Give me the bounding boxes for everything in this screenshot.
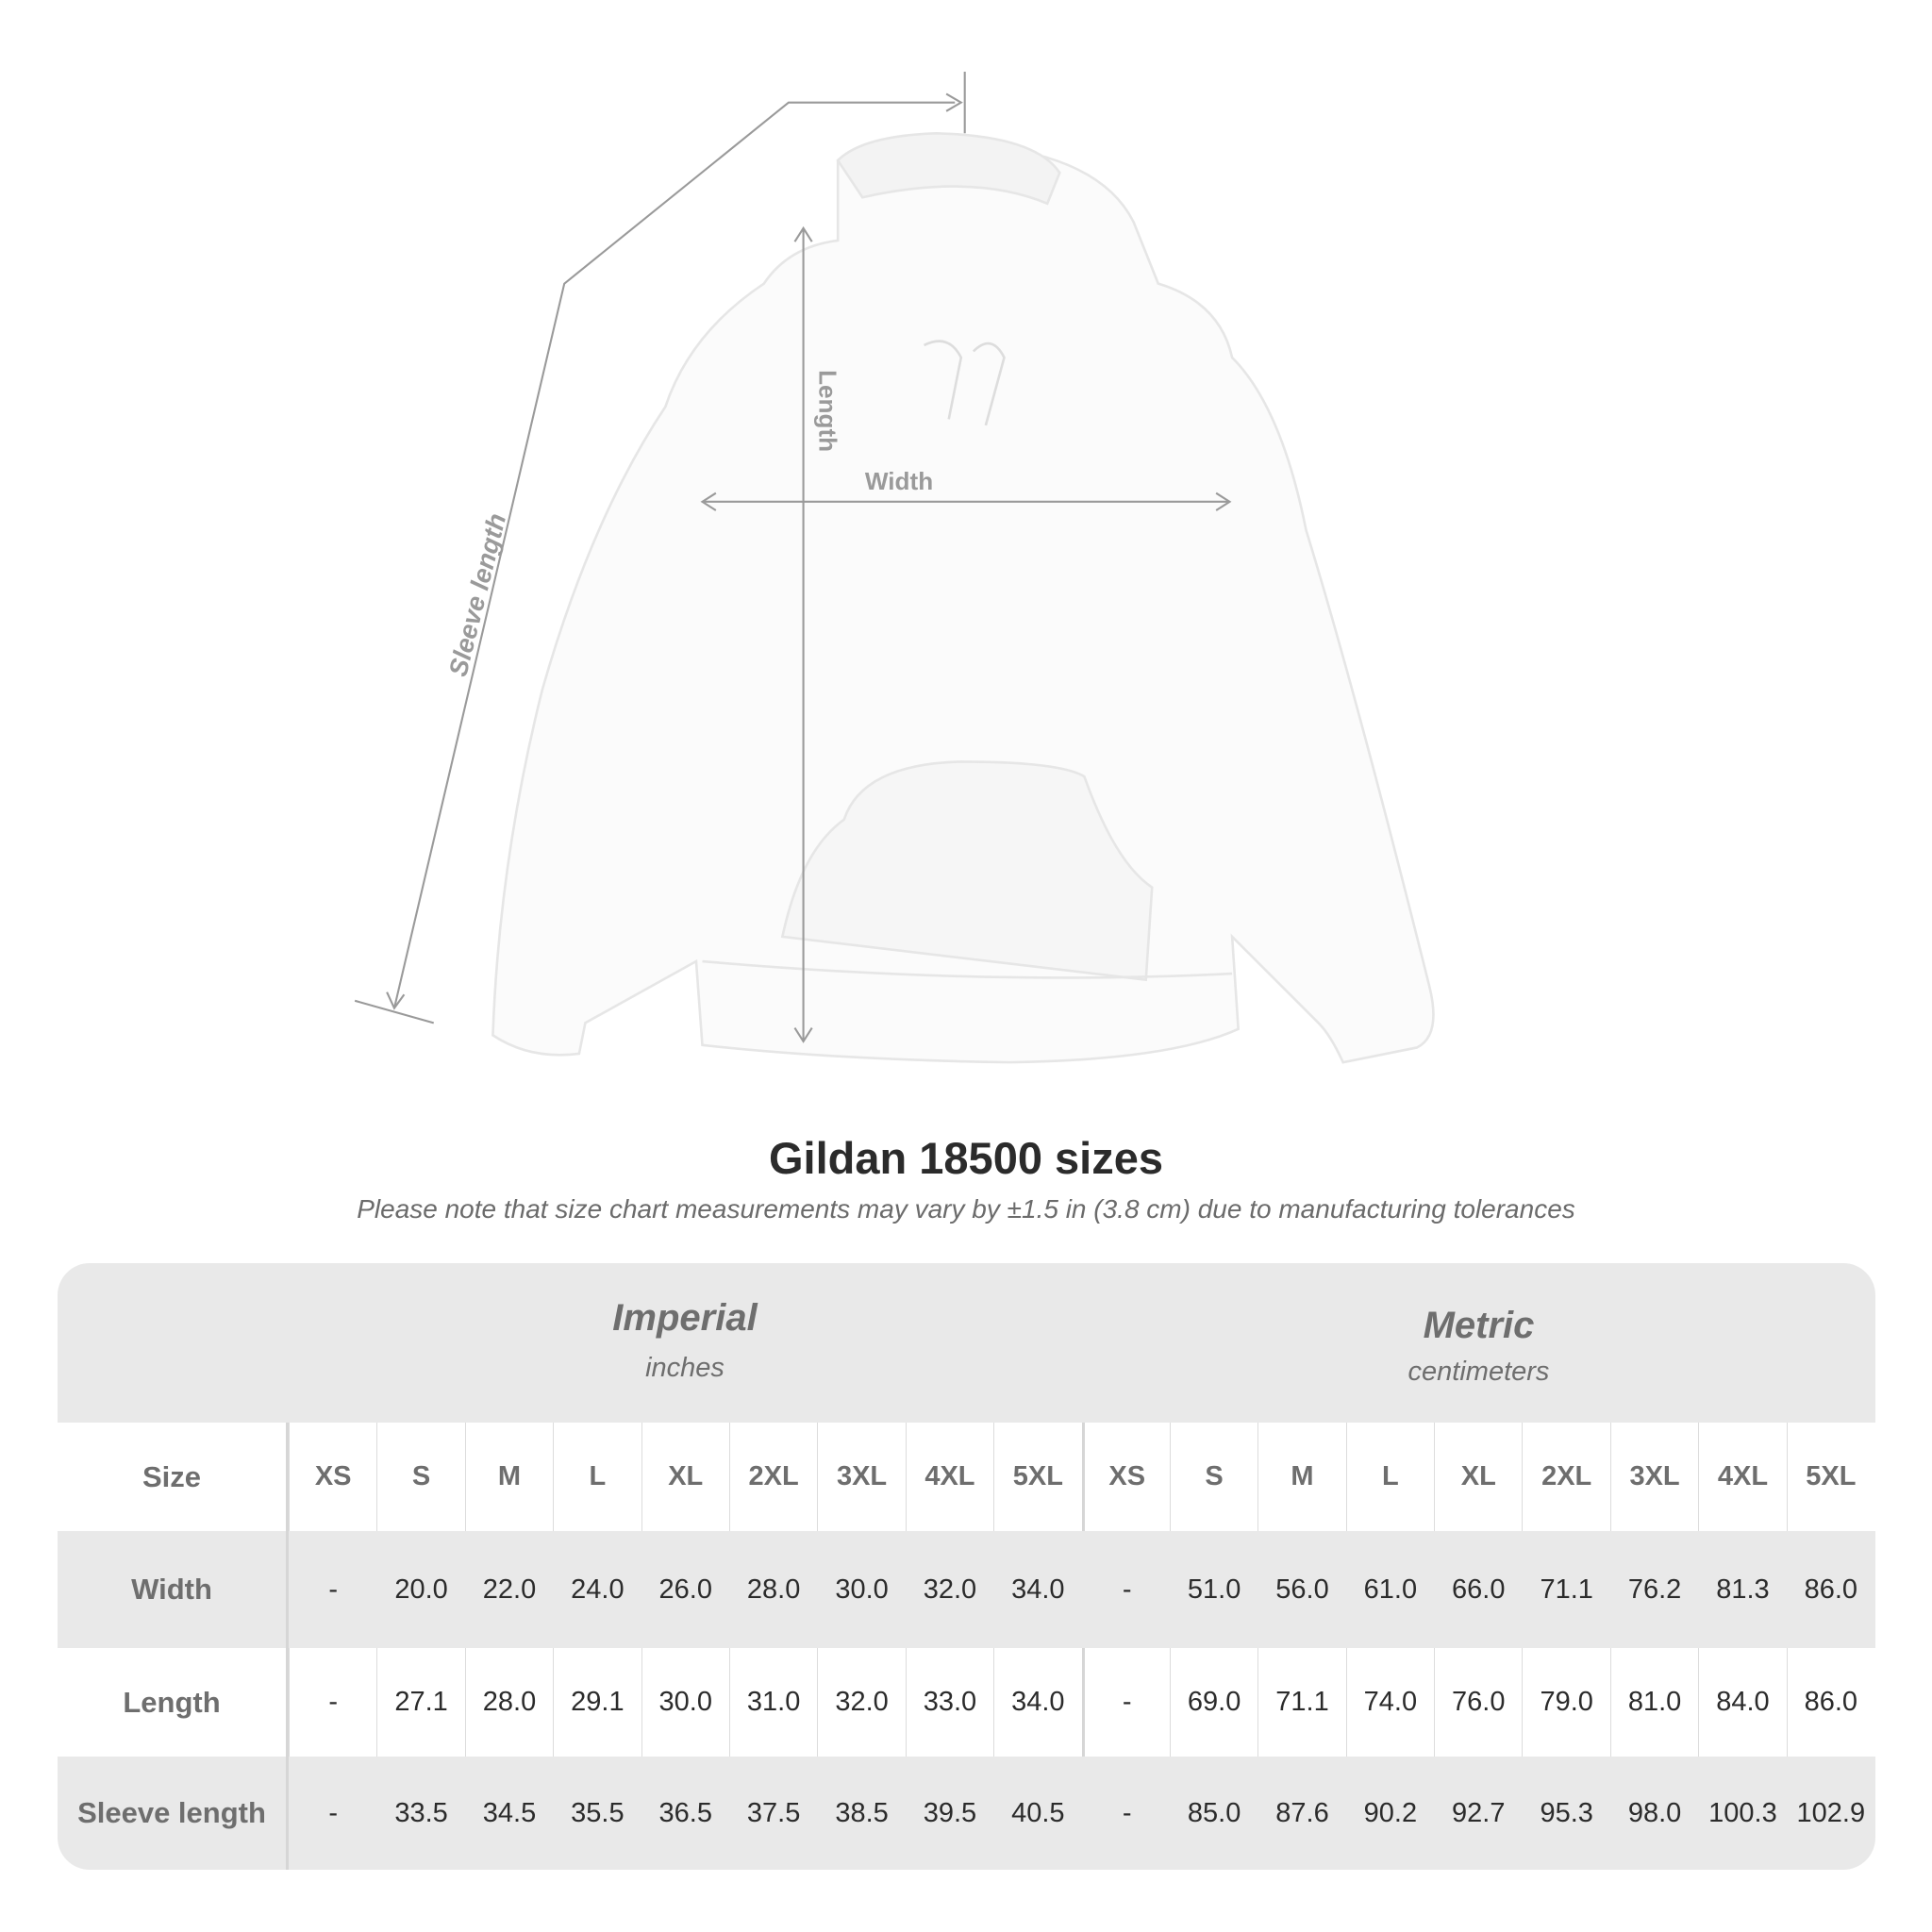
value-cell: 28.0 xyxy=(464,1648,553,1757)
hoodie-diagram: Sleeve length Length Width xyxy=(354,72,1435,1064)
value-cell: 71.1 xyxy=(1522,1531,1609,1648)
size-header-metric: 2XL xyxy=(1522,1423,1609,1531)
value-cell: 79.0 xyxy=(1522,1648,1609,1757)
value-cell: 56.0 xyxy=(1257,1531,1345,1648)
value-cell: 36.5 xyxy=(641,1757,729,1870)
size-header-metric: S xyxy=(1169,1423,1257,1531)
value-cell: - xyxy=(1081,1648,1170,1757)
table-row-length: Length -27.1 28.0 29.1 30.0 31.0 32.0 33.0 34.0-… xyxy=(58,1648,1875,1757)
value-cell: 32.0 xyxy=(817,1648,905,1757)
width-label: Width xyxy=(865,467,933,495)
size-header-imperial: XL xyxy=(641,1423,729,1531)
value-cell: 26.0 xyxy=(641,1531,729,1648)
value-cell: 86.0 xyxy=(1786,1531,1874,1648)
table-row-sleeve-length: Sleeve length -33.5 34.5 35.5 36.5 37.5 38.5 39… xyxy=(58,1757,1875,1870)
value-cell: 32.0 xyxy=(905,1531,993,1648)
value-cell: 20.0 xyxy=(376,1531,464,1648)
value-cell: 61.0 xyxy=(1345,1531,1434,1648)
value-cell: 92.7 xyxy=(1434,1757,1522,1870)
size-header-imperial: S xyxy=(376,1423,464,1531)
size-header-metric: L xyxy=(1345,1423,1434,1531)
metric-title: Metric xyxy=(1423,1305,1535,1346)
value-cell: 69.0 xyxy=(1169,1648,1257,1757)
value-cell: 33.0 xyxy=(905,1648,993,1757)
imperial-title: Imperial xyxy=(612,1297,758,1339)
row-label: Width xyxy=(58,1531,289,1648)
value-cell: 31.0 xyxy=(728,1648,817,1757)
value-cell: 22.0 xyxy=(464,1531,553,1648)
value-cell: 27.1 xyxy=(376,1648,464,1757)
value-cell: 81.0 xyxy=(1609,1648,1698,1757)
row-label: Length xyxy=(58,1648,289,1757)
value-cell: 100.3 xyxy=(1698,1757,1786,1870)
value-cell: - xyxy=(289,1531,376,1648)
size-header-metric: XL xyxy=(1434,1423,1522,1531)
value-cell: 24.0 xyxy=(553,1531,641,1648)
value-cell: 90.2 xyxy=(1345,1757,1434,1870)
value-cell: 95.3 xyxy=(1522,1757,1609,1870)
value-cell: 71.1 xyxy=(1257,1648,1345,1757)
value-cell: 74.0 xyxy=(1345,1648,1434,1757)
value-cell: 30.0 xyxy=(641,1648,729,1757)
value-cell: 29.1 xyxy=(553,1648,641,1757)
chart-title: Gildan 18500 sizes xyxy=(768,1133,1164,1183)
size-header-imperial: 3XL xyxy=(817,1423,905,1531)
value-cell: 76.2 xyxy=(1609,1531,1698,1648)
metric-header: Metric centimeters xyxy=(1082,1263,1875,1423)
value-cell: 34.0 xyxy=(993,1531,1081,1648)
metric-unit: centimeters xyxy=(1407,1357,1550,1387)
size-header-imperial: 4XL xyxy=(905,1423,993,1531)
size-header-metric: 4XL xyxy=(1698,1423,1786,1531)
value-cell: 51.0 xyxy=(1169,1531,1257,1648)
value-cell: 33.5 xyxy=(376,1757,464,1870)
value-cell: 76.0 xyxy=(1434,1648,1522,1757)
value-cell: - xyxy=(1081,1757,1170,1870)
imperial-unit: inches xyxy=(645,1353,724,1383)
value-cell: 86.0 xyxy=(1786,1648,1874,1757)
sleeve-length-label: Sleeve length xyxy=(442,510,511,679)
value-cell: 84.0 xyxy=(1698,1648,1786,1757)
size-header-metric: 5XL xyxy=(1786,1423,1874,1531)
hoodie-illustration xyxy=(491,131,1435,1064)
value-cell: 38.5 xyxy=(817,1757,905,1870)
value-cell: 87.6 xyxy=(1257,1757,1345,1870)
size-header-metric: XS xyxy=(1081,1423,1170,1531)
size-header-metric: M xyxy=(1257,1423,1345,1531)
row-label: Sleeve length xyxy=(58,1757,289,1870)
value-cell: 102.9 xyxy=(1786,1757,1874,1870)
value-cell: 85.0 xyxy=(1169,1757,1257,1870)
value-cell: 28.0 xyxy=(728,1531,817,1648)
value-cell: 40.5 xyxy=(993,1757,1081,1870)
size-header-imperial: 5XL xyxy=(993,1423,1081,1531)
value-cell: 30.0 xyxy=(817,1531,905,1648)
size-header-metric: 3XL xyxy=(1609,1423,1698,1531)
value-cell: 34.5 xyxy=(464,1757,553,1870)
size-header-imperial: XS xyxy=(289,1423,376,1531)
size-row: Size XS S M L XL 2XL 3XL 4XL 5XL XS S M L XL 2XL 3XL 4XL… xyxy=(58,1423,1875,1531)
size-header-imperial: L xyxy=(553,1423,641,1531)
size-header-imperial: 2XL xyxy=(728,1423,817,1531)
measurement-lines xyxy=(354,72,1232,1043)
value-cell: 34.0 xyxy=(993,1648,1081,1757)
table-row-width: Width -20.0 22.0 24.0 26.0 28.0 30.0 32.0 34.0-5… xyxy=(58,1531,1875,1648)
imperial-header: Imperial inches xyxy=(289,1263,1081,1423)
size-header-imperial: M xyxy=(464,1423,553,1531)
value-cell: 39.5 xyxy=(905,1757,993,1870)
value-cell: - xyxy=(289,1757,376,1870)
value-cell: 81.3 xyxy=(1698,1531,1786,1648)
value-cell: 37.5 xyxy=(728,1757,817,1870)
tolerance-note: Please note that size chart measurements… xyxy=(357,1194,1575,1224)
value-cell: 66.0 xyxy=(1434,1531,1522,1648)
value-cell: 35.5 xyxy=(553,1757,641,1870)
length-label: Length xyxy=(814,370,842,452)
value-cell: - xyxy=(289,1648,376,1757)
size-table: Imperial inches Metric centimeters Size … xyxy=(58,1263,1875,1870)
size-label: Size xyxy=(58,1423,289,1531)
value-cell: - xyxy=(1081,1531,1170,1648)
value-cell: 98.0 xyxy=(1609,1757,1698,1870)
